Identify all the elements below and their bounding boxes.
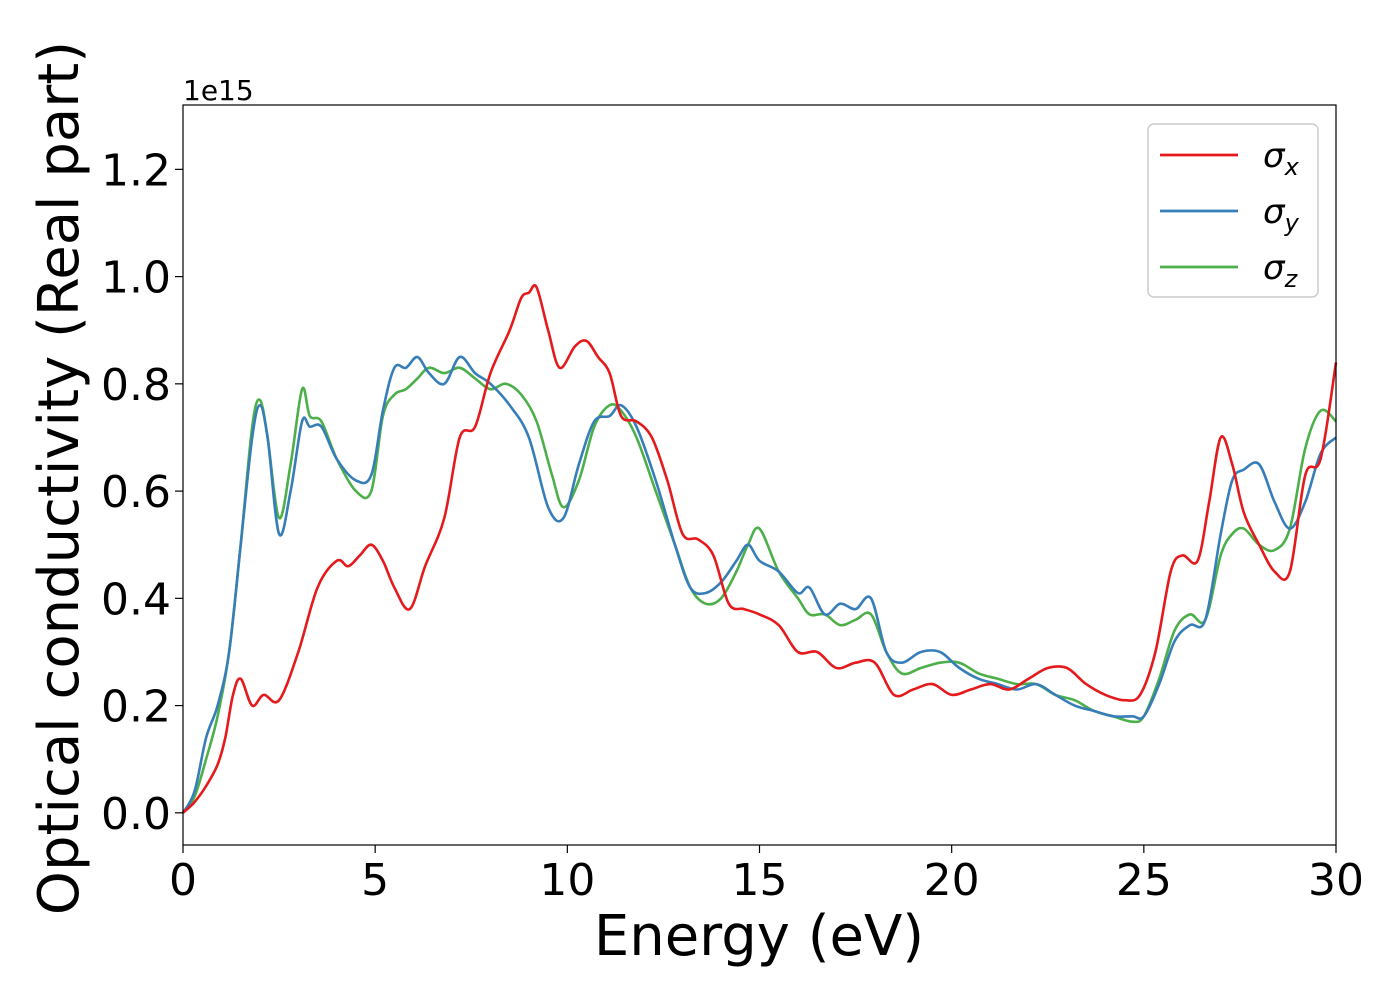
legend-label-x: σx <box>1263 136 1300 181</box>
y-offset-label: 1e15 <box>183 74 254 107</box>
x-tick-label: 5 <box>361 855 389 906</box>
y-tick-label: 1.0 <box>101 253 171 304</box>
y-axis-label: Optical conductivity (Real part) <box>27 41 92 915</box>
y-tick-label: 0.2 <box>101 682 171 733</box>
legend-label-subscript: z <box>1284 265 1299 293</box>
x-tick-label: 30 <box>1308 855 1364 906</box>
series-line-x <box>182 283 1338 814</box>
x-tick-label: 15 <box>732 855 788 906</box>
x-tick-label: 0 <box>169 855 197 906</box>
y-tick-label: 0.0 <box>101 789 171 840</box>
y-tick-label: 0.6 <box>101 467 171 518</box>
x-tick-label: 25 <box>1116 855 1172 906</box>
x-axis-ticks: 0 5 10 15 20 25 30 <box>169 845 1364 906</box>
legend-label-y: σy <box>1263 192 1300 237</box>
legend-label-base: σ <box>1263 192 1286 232</box>
x-axis-label: Energy (eV) <box>594 904 924 969</box>
legend-label-subscript: y <box>1284 209 1300 237</box>
legend-label-base: σ <box>1263 136 1286 176</box>
series-line-y <box>181 355 1337 814</box>
series-lines <box>181 283 1338 814</box>
y-axis-ticks: 0.0 0.2 0.4 0.6 0.8 1.0 1.2 <box>101 145 183 840</box>
legend-label-base: σ <box>1263 248 1286 288</box>
legend-label-z: σz <box>1263 248 1299 293</box>
y-tick-label: 0.8 <box>101 360 171 411</box>
x-tick-label: 10 <box>539 855 595 906</box>
x-tick-label: 20 <box>924 855 980 906</box>
y-tick-label: 0.4 <box>101 574 171 625</box>
y-tick-label: 1.2 <box>101 145 171 196</box>
legend-label-subscript: x <box>1284 153 1300 181</box>
